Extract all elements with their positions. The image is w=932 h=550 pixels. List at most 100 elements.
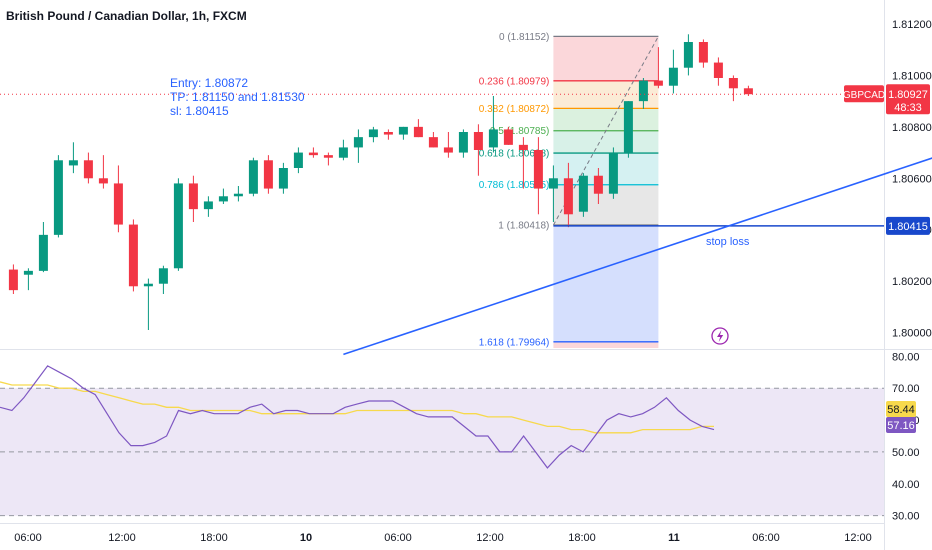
candle-body <box>743 88 753 95</box>
fib-label-1: 1 (1.80418) <box>498 221 549 232</box>
trade-note: Entry: 1.80872 TP: 1.81150 and 1.81530 s… <box>170 76 305 118</box>
rsi-tick-label: 70.00 <box>892 383 920 395</box>
time-tick-label: 11 <box>668 532 680 544</box>
fib-zone-below-extension <box>553 341 659 348</box>
candle-body <box>653 80 663 86</box>
candle-body <box>203 201 213 210</box>
candle-body <box>23 270 33 275</box>
drawing-overlays: stop loss <box>0 93 932 356</box>
candle-body <box>248 160 258 194</box>
candle-body <box>563 178 573 215</box>
time-tick-label: 12:00 <box>108 532 136 544</box>
candle-body <box>83 160 93 179</box>
candle-body <box>518 144 528 150</box>
candle-body <box>68 160 78 166</box>
fib-label-0.236: 0.236 (1.80979) <box>479 76 550 87</box>
price-tick-label: 1.80800 <box>892 122 932 134</box>
candle-body <box>458 132 468 153</box>
candle-body <box>188 183 198 210</box>
time-tick-label: 18:00 <box>200 532 228 544</box>
last-price-badge <box>886 84 930 115</box>
candle-body <box>728 78 738 89</box>
axes: 1.800001.802001.804001.806001.808001.810… <box>0 19 932 544</box>
fib-label-0: 0 (1.81152) <box>499 32 549 43</box>
candle-body <box>338 147 348 158</box>
candle-body <box>263 160 273 189</box>
time-tick-label: 06:00 <box>384 532 412 544</box>
symbol-badge-text: GBPCAD <box>843 90 885 101</box>
symbol-badge <box>844 85 884 103</box>
candle-body <box>353 137 363 148</box>
candle-body <box>398 126 408 135</box>
price-tick-label: 1.80200 <box>892 276 932 288</box>
fib-zone-0.5 <box>553 130 659 154</box>
fib-label-0.618: 0.618 (1.80698) <box>479 149 550 160</box>
fib-zone-0.382 <box>553 108 659 131</box>
candle-body <box>128 224 138 287</box>
candle-body <box>488 129 498 148</box>
rsi-ma-line <box>0 381 714 434</box>
candle-body <box>533 150 543 189</box>
candle-body <box>623 101 633 153</box>
time-tick-label: 06:00 <box>14 532 42 544</box>
lightning-bolt-icon <box>711 327 729 345</box>
rsi-tick-label: 40.00 <box>892 479 920 491</box>
rsi-badge-text: 57.16 <box>887 420 915 432</box>
price-tick-label: 1.80600 <box>892 173 932 185</box>
candle-body <box>98 178 108 184</box>
entry-text: Entry: 1.80872 <box>170 76 249 90</box>
candle-body <box>158 268 168 284</box>
rsi-tick-label: 50.00 <box>892 447 920 459</box>
time-tick-label: 12:00 <box>476 532 504 544</box>
candle-body <box>293 152 303 168</box>
candle-body <box>548 178 558 189</box>
countdown-text: 48:33 <box>894 102 922 114</box>
candle-body <box>443 147 453 153</box>
fib-label-0.5: 0.5 (1.80785) <box>490 126 550 137</box>
stop-level-text: sl: 1.80415 <box>170 104 229 118</box>
candle-body <box>38 234 48 271</box>
time-tick-label: 12:00 <box>844 532 872 544</box>
candle-body <box>53 160 63 235</box>
candle-body <box>473 132 483 150</box>
chart-title: British Pound / Canadian Dollar, 1h, FXC… <box>6 9 247 23</box>
candle-body <box>668 67 678 86</box>
candle-body <box>638 80 648 102</box>
candle-body <box>683 42 693 68</box>
trendline <box>343 157 932 356</box>
candle-body <box>278 168 288 189</box>
candle-body <box>233 193 243 197</box>
candle-body <box>608 152 618 194</box>
rsi-tick-label: 80.00 <box>892 351 920 363</box>
rsi-ma-badge <box>886 401 916 417</box>
last-price-text: 1.80927 <box>888 89 928 101</box>
time-tick-label: 18:00 <box>568 532 596 544</box>
candle-body <box>413 126 423 138</box>
candle-body <box>218 196 228 202</box>
stop-price-text: 1.80415 <box>888 221 928 233</box>
fib-label-0.786: 0.786 (1.80575) <box>479 180 550 191</box>
candle-body <box>593 175 603 194</box>
fib-label-1.618: 1.618 (1.79964) <box>479 337 550 348</box>
stop-price-badge <box>886 216 930 235</box>
fib-label-0.382: 0.382 (1.80872) <box>479 104 550 115</box>
rsi-badge <box>886 417 916 433</box>
lightning-bolt-icon <box>717 330 724 342</box>
fib-zone-0 <box>553 36 659 81</box>
candle-body <box>428 137 438 148</box>
time-tick-label: 06:00 <box>752 532 780 544</box>
candle-body <box>173 183 183 269</box>
candle-body <box>143 283 153 287</box>
candle-body <box>308 152 318 156</box>
candle-body <box>8 269 18 291</box>
candle-body <box>368 129 378 138</box>
rsi-line <box>0 365 715 469</box>
rsi-tick-label: 30.00 <box>892 511 920 523</box>
rsi-ma-badge-text: 58.44 <box>887 404 915 416</box>
stop-loss-label: stop loss <box>706 236 750 248</box>
price-tick-label: 1.80000 <box>892 328 932 340</box>
candle-body <box>323 155 333 158</box>
candlestick-series <box>8 34 753 330</box>
